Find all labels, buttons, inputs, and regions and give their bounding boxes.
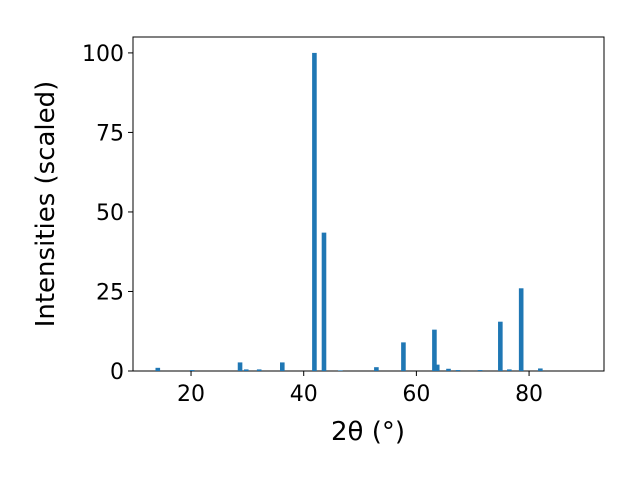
bar: [432, 329, 437, 371]
y-axis-label: Intensities (scaled): [31, 81, 61, 328]
bar: [498, 321, 503, 371]
x-tick-label: 60: [402, 382, 430, 407]
bar: [518, 288, 524, 371]
bar: [256, 369, 262, 371]
x-tick-label: 20: [177, 382, 205, 407]
bar: [374, 367, 379, 371]
bar: [321, 232, 327, 371]
bar: [455, 370, 461, 371]
bar: [538, 368, 543, 371]
bar: [401, 342, 406, 371]
bar: [237, 362, 243, 371]
plot-frame: [132, 36, 605, 372]
x-tick-label: 80: [515, 382, 543, 407]
y-tick-label: 100: [82, 42, 124, 67]
bar: [189, 370, 195, 371]
y-tick-label: 50: [96, 201, 124, 226]
bar: [312, 52, 317, 372]
y-tick-label: 75: [96, 121, 124, 146]
bar: [243, 369, 249, 371]
bar: [507, 369, 512, 371]
y-tick-label: 0: [110, 360, 124, 385]
bar: [477, 370, 483, 371]
bar: [338, 370, 343, 371]
x-axis-label: 2θ (°): [331, 417, 405, 447]
bar: [155, 367, 161, 371]
x-tick-label: 40: [290, 382, 318, 407]
bar: [446, 368, 451, 371]
bar: [280, 362, 285, 371]
y-tick-label: 25: [96, 280, 124, 305]
bar: [434, 364, 440, 371]
